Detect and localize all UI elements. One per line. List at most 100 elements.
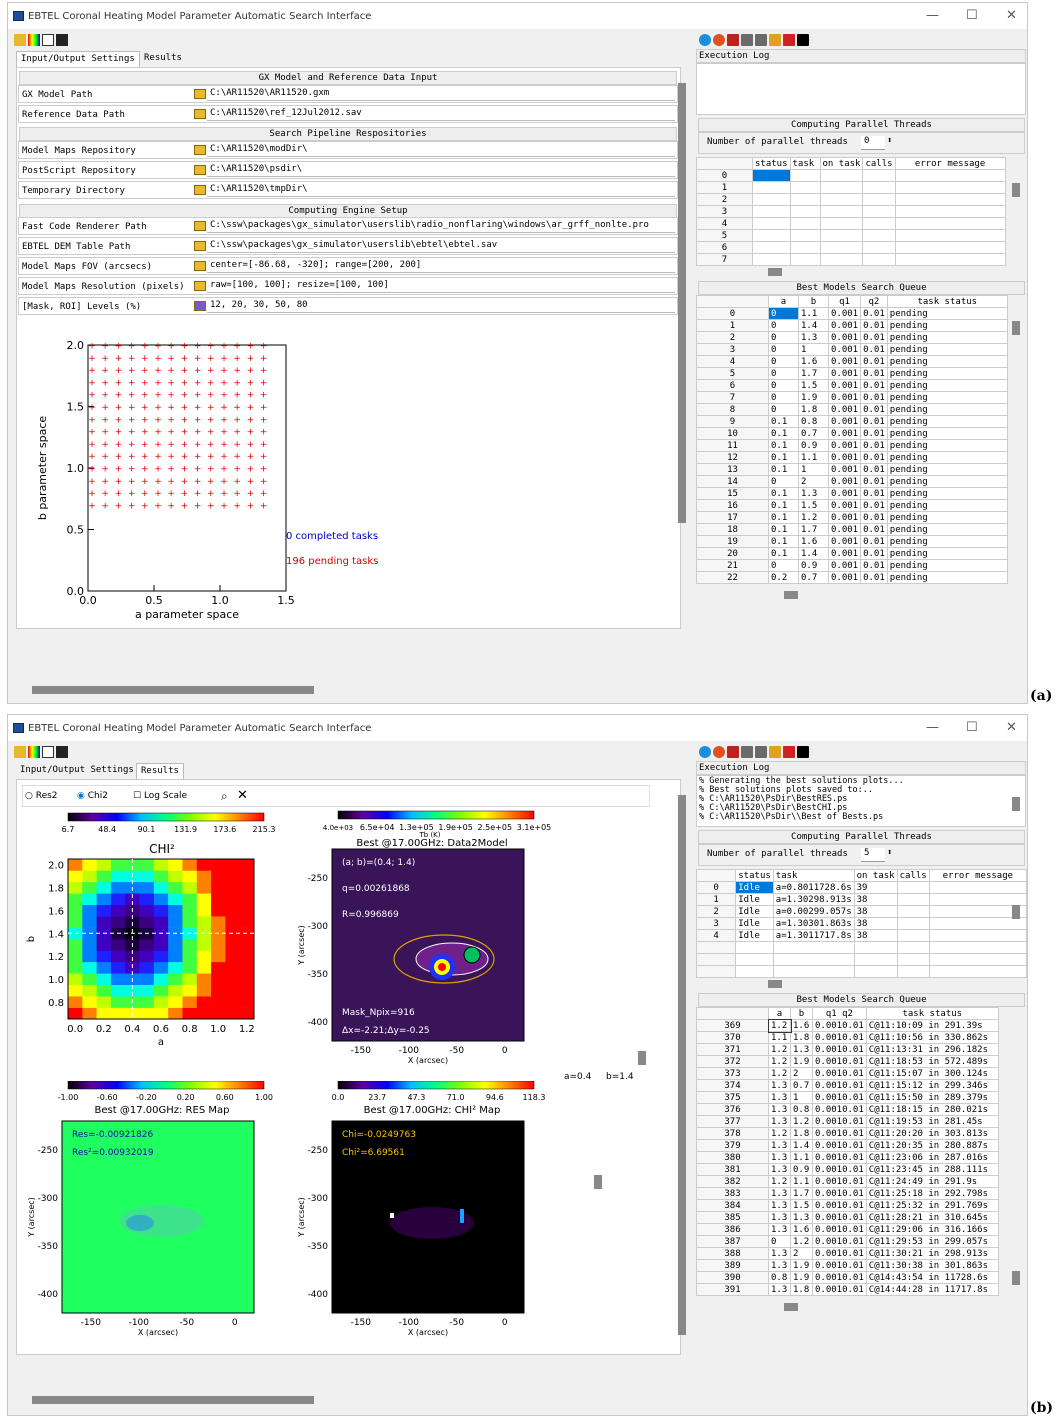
table-row[interactable]: 387 0 1.2 0.0010.01 C@11:29:53 in 299.057s <box>696 1235 999 1248</box>
copy-icon[interactable] <box>741 746 753 758</box>
queue-hscrollbar[interactable] <box>784 591 798 599</box>
table-cell[interactable] <box>928 917 1027 930</box>
column-header[interactable]: task <box>789 157 821 170</box>
table-cell[interactable]: pending <box>886 523 1008 536</box>
table-cell[interactable]: 0.9 <box>790 1163 813 1176</box>
table-cell[interactable]: 0.01 <box>860 379 888 392</box>
table-cell[interactable]: C@11:15:07 in 300.124s <box>865 1067 999 1080</box>
column-header[interactable]: q1 q2 <box>812 1007 867 1020</box>
table-cell[interactable]: pending <box>886 559 1008 572</box>
folder-icon[interactable] <box>194 261 206 271</box>
column-header[interactable]: task status <box>886 295 1008 308</box>
table-cell[interactable]: 0.0010.01 <box>812 1115 867 1128</box>
table-cell[interactable]: 1.3 <box>790 1211 813 1224</box>
table-cell[interactable] <box>789 205 821 218</box>
table-row[interactable]: 1 Idle a=1.30298.913s 38 <box>695 893 1027 906</box>
radio-chi2[interactable]: ◉ Chi2 <box>77 791 108 801</box>
table-cell[interactable]: 0 <box>768 319 799 332</box>
table-cell[interactable]: 0 <box>768 391 799 404</box>
table-cell[interactable] <box>819 253 864 266</box>
column-header[interactable]: a <box>768 295 799 308</box>
table-row[interactable]: 16 0.1 1.5 0.001 0.01 pending <box>696 499 1008 512</box>
table-cell[interactable]: C@11:28:21 in 310.645s <box>865 1211 999 1224</box>
table-cell[interactable] <box>752 241 791 254</box>
table-row[interactable]: 4 0 1.6 0.001 0.01 pending <box>696 355 1008 368</box>
setting-value[interactable]: C:\AR11520\psdir\ <box>207 163 675 177</box>
table-cell[interactable]: 0.0010.01 <box>812 1055 867 1068</box>
table-cell[interactable]: 1.3 <box>768 1187 791 1200</box>
table-cell[interactable]: 1.1 <box>790 1151 813 1164</box>
table-cell[interactable]: C@11:24:49 in 291.9s <box>865 1175 999 1188</box>
queue-hscrollbar[interactable] <box>784 1303 798 1311</box>
table-row[interactable]: 7 0 1.9 0.001 0.01 pending <box>696 391 1008 404</box>
table-cell[interactable]: 1.4 <box>790 1139 813 1152</box>
table-cell[interactable] <box>789 253 821 266</box>
table-cell[interactable]: 0.001 <box>827 475 862 488</box>
table-cell[interactable]: 0.8 <box>790 1103 813 1116</box>
table-row[interactable]: 2 Idle a=0.00299.057s 38 <box>695 905 1027 918</box>
table-cell[interactable] <box>752 193 791 206</box>
table-row[interactable]: 8 0 1.8 0.001 0.01 pending <box>696 403 1008 416</box>
table-cell[interactable]: 0.01 <box>860 451 888 464</box>
table-cell[interactable]: pending <box>886 547 1008 560</box>
table-cell[interactable]: 0.0010.01 <box>812 1043 867 1056</box>
table-cell[interactable]: a=1.30298.913s <box>772 893 855 906</box>
table-cell[interactable]: 0.0010.01 <box>812 1079 867 1092</box>
vertical-scrollbar[interactable] <box>678 795 686 1335</box>
palette-icon[interactable] <box>28 34 40 46</box>
table-cell[interactable]: 0.01 <box>860 355 888 368</box>
table-cell[interactable]: pending <box>886 307 1008 320</box>
table-cell[interactable]: 0.7 <box>790 1079 813 1092</box>
table-cell[interactable]: 0 <box>768 559 799 572</box>
table-cell[interactable]: 1.7 <box>798 367 829 380</box>
table-cell[interactable]: 0 <box>768 307 799 320</box>
column-header[interactable]: task status <box>865 1007 999 1020</box>
table-cell[interactable] <box>819 169 864 182</box>
table-cell[interactable]: 0.0010.01 <box>812 1103 867 1116</box>
table-row[interactable]: 2 <box>696 193 1006 206</box>
table-row[interactable]: 389 1.3 1.9 0.0010.01 C@11:30:38 in 301.863s <box>696 1259 999 1272</box>
table-row[interactable]: 377 1.3 1.2 0.0010.01 C@11:19:53 in 281.45s <box>696 1115 999 1128</box>
table-cell[interactable] <box>894 241 1006 254</box>
table-cell[interactable] <box>896 917 930 930</box>
folder-icon[interactable] <box>194 109 206 119</box>
stop-icon[interactable] <box>713 34 725 46</box>
table-cell[interactable] <box>819 205 864 218</box>
table-cell[interactable]: 0.01 <box>860 559 888 572</box>
table-cell[interactable]: 0.1 <box>768 511 799 524</box>
table-cell[interactable]: 0.001 <box>827 463 862 476</box>
table-cell[interactable]: 1.2 <box>767 1018 792 1033</box>
table-cell[interactable]: pending <box>886 379 1008 392</box>
table-cell[interactable] <box>896 905 930 918</box>
table-cell[interactable] <box>894 205 1006 218</box>
ab-icon[interactable] <box>727 746 739 758</box>
table-cell[interactable]: 0.01 <box>860 475 888 488</box>
table-cell[interactable] <box>772 965 855 978</box>
table-cell[interactable]: C@14:43:54 in 11728.6s <box>865 1271 999 1284</box>
table-cell[interactable] <box>752 205 791 218</box>
stop-icon[interactable] <box>713 746 725 758</box>
table-row[interactable]: 382 1.2 1.1 0.0010.01 C@11:24:49 in 291.9s <box>696 1175 999 1188</box>
tab-results[interactable]: Results <box>144 53 182 63</box>
table-cell[interactable]: 0.0010.01 <box>812 1223 867 1236</box>
table-cell[interactable]: 0.001 <box>827 379 862 392</box>
table-cell[interactable]: 1.1 <box>798 307 829 320</box>
table-cell[interactable]: 0.001 <box>827 499 862 512</box>
table-cell[interactable]: 0.001 <box>827 391 862 404</box>
table-cell[interactable]: 0.01 <box>860 307 888 320</box>
column-header[interactable]: a <box>768 1007 791 1020</box>
table-cell[interactable]: 1.3 <box>768 1259 791 1272</box>
table-cell[interactable]: 0.1 <box>768 487 799 500</box>
table-row[interactable]: 20 0.1 1.4 0.001 0.01 pending <box>696 547 1008 560</box>
table-cell[interactable]: 1.1 <box>798 451 829 464</box>
table-cell[interactable]: pending <box>886 499 1008 512</box>
table-cell[interactable]: 0 <box>768 367 799 380</box>
table-cell[interactable]: 0.001 <box>827 355 862 368</box>
setting-value[interactable]: C:\ssw\packages\gx_simulator\userslib\eb… <box>207 239 675 253</box>
column-header[interactable]: calls <box>896 869 930 882</box>
table-cell[interactable]: 1.5 <box>790 1199 813 1212</box>
table-cell[interactable]: 0.8 <box>798 415 829 428</box>
table-cell[interactable]: 1.3 <box>768 1211 791 1224</box>
table-cell[interactable]: 0.8 <box>768 1271 791 1284</box>
table-cell[interactable]: pending <box>886 331 1008 344</box>
